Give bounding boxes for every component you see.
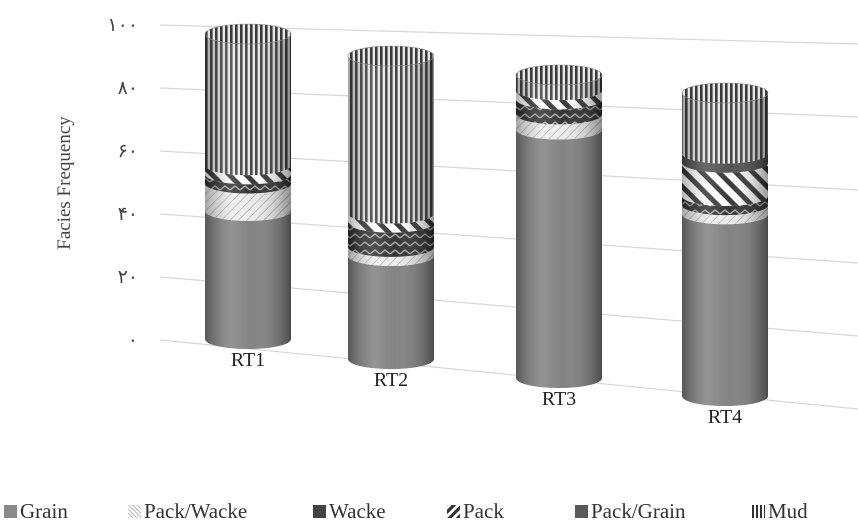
legend-label: Wacke — [329, 499, 386, 523]
bars — [204, 23, 769, 406]
x-tick-label: RT3 — [542, 388, 576, 410]
x-tick-label: RT4 — [708, 406, 742, 428]
y-tick-label: ۶٠ — [118, 141, 138, 162]
legend-swatch — [128, 505, 141, 518]
y-tick-label: ٠ — [128, 330, 138, 351]
cylinder-rt1 — [204, 23, 292, 349]
legend-item-pack-wacke: Pack/Wacke — [128, 499, 247, 524]
cylinder-shading — [516, 75, 602, 388]
y-tick-label: ٨٠ — [118, 78, 138, 99]
legend-item-pack-grain: Pack/Grain — [575, 499, 685, 524]
legend-swatch — [575, 505, 588, 518]
cylinder-top-cap — [515, 64, 603, 86]
legend-swatch — [313, 505, 326, 518]
cylinder-rt3 — [515, 64, 603, 389]
y-tick-label: ٢٠ — [118, 267, 138, 288]
legend-label: Grain — [20, 499, 68, 523]
legend-item-wacke: Wacke — [313, 499, 386, 524]
legend-label: Pack — [463, 499, 504, 523]
cylinder-shading — [682, 93, 768, 406]
cylinder-rt4 — [681, 82, 769, 406]
legend-item-pack: Pack — [447, 499, 504, 524]
cylinder-rt2 — [347, 45, 435, 369]
legend: Grain Pack/Wacke Wacke Pack Pack/Grain Mud — [0, 493, 858, 527]
y-tick-label: ١٠٠ — [107, 15, 138, 36]
x-tick-label: RT2 — [374, 369, 408, 391]
cylinder-top-cap — [347, 45, 435, 67]
legend-swatch — [447, 505, 460, 518]
legend-swatch — [4, 505, 17, 518]
x-axis-labels: RT1 RT2 RT3 RT4 — [231, 349, 742, 428]
legend-label: Pack/Wacke — [144, 499, 248, 523]
y-axis-label: Facies Frequency — [54, 116, 75, 250]
x-tick-label: RT1 — [231, 349, 265, 371]
y-tick-label: ۴٠ — [118, 204, 138, 225]
legend-label: Mud — [768, 499, 808, 523]
legend-item-mud: Mud — [752, 499, 808, 524]
y-axis: ٠ ٢٠ ۴٠ ۶٠ ٨٠ ١٠٠ — [107, 15, 138, 351]
cylinder-shading — [348, 56, 434, 369]
legend-item-grain: Grain — [4, 499, 68, 524]
legend-label: Pack/Grain — [591, 499, 686, 523]
cylinder-shading — [205, 34, 291, 349]
cylinder-top-cap — [204, 23, 292, 45]
cylinder-top-cap — [681, 82, 769, 104]
legend-swatch — [752, 505, 765, 518]
